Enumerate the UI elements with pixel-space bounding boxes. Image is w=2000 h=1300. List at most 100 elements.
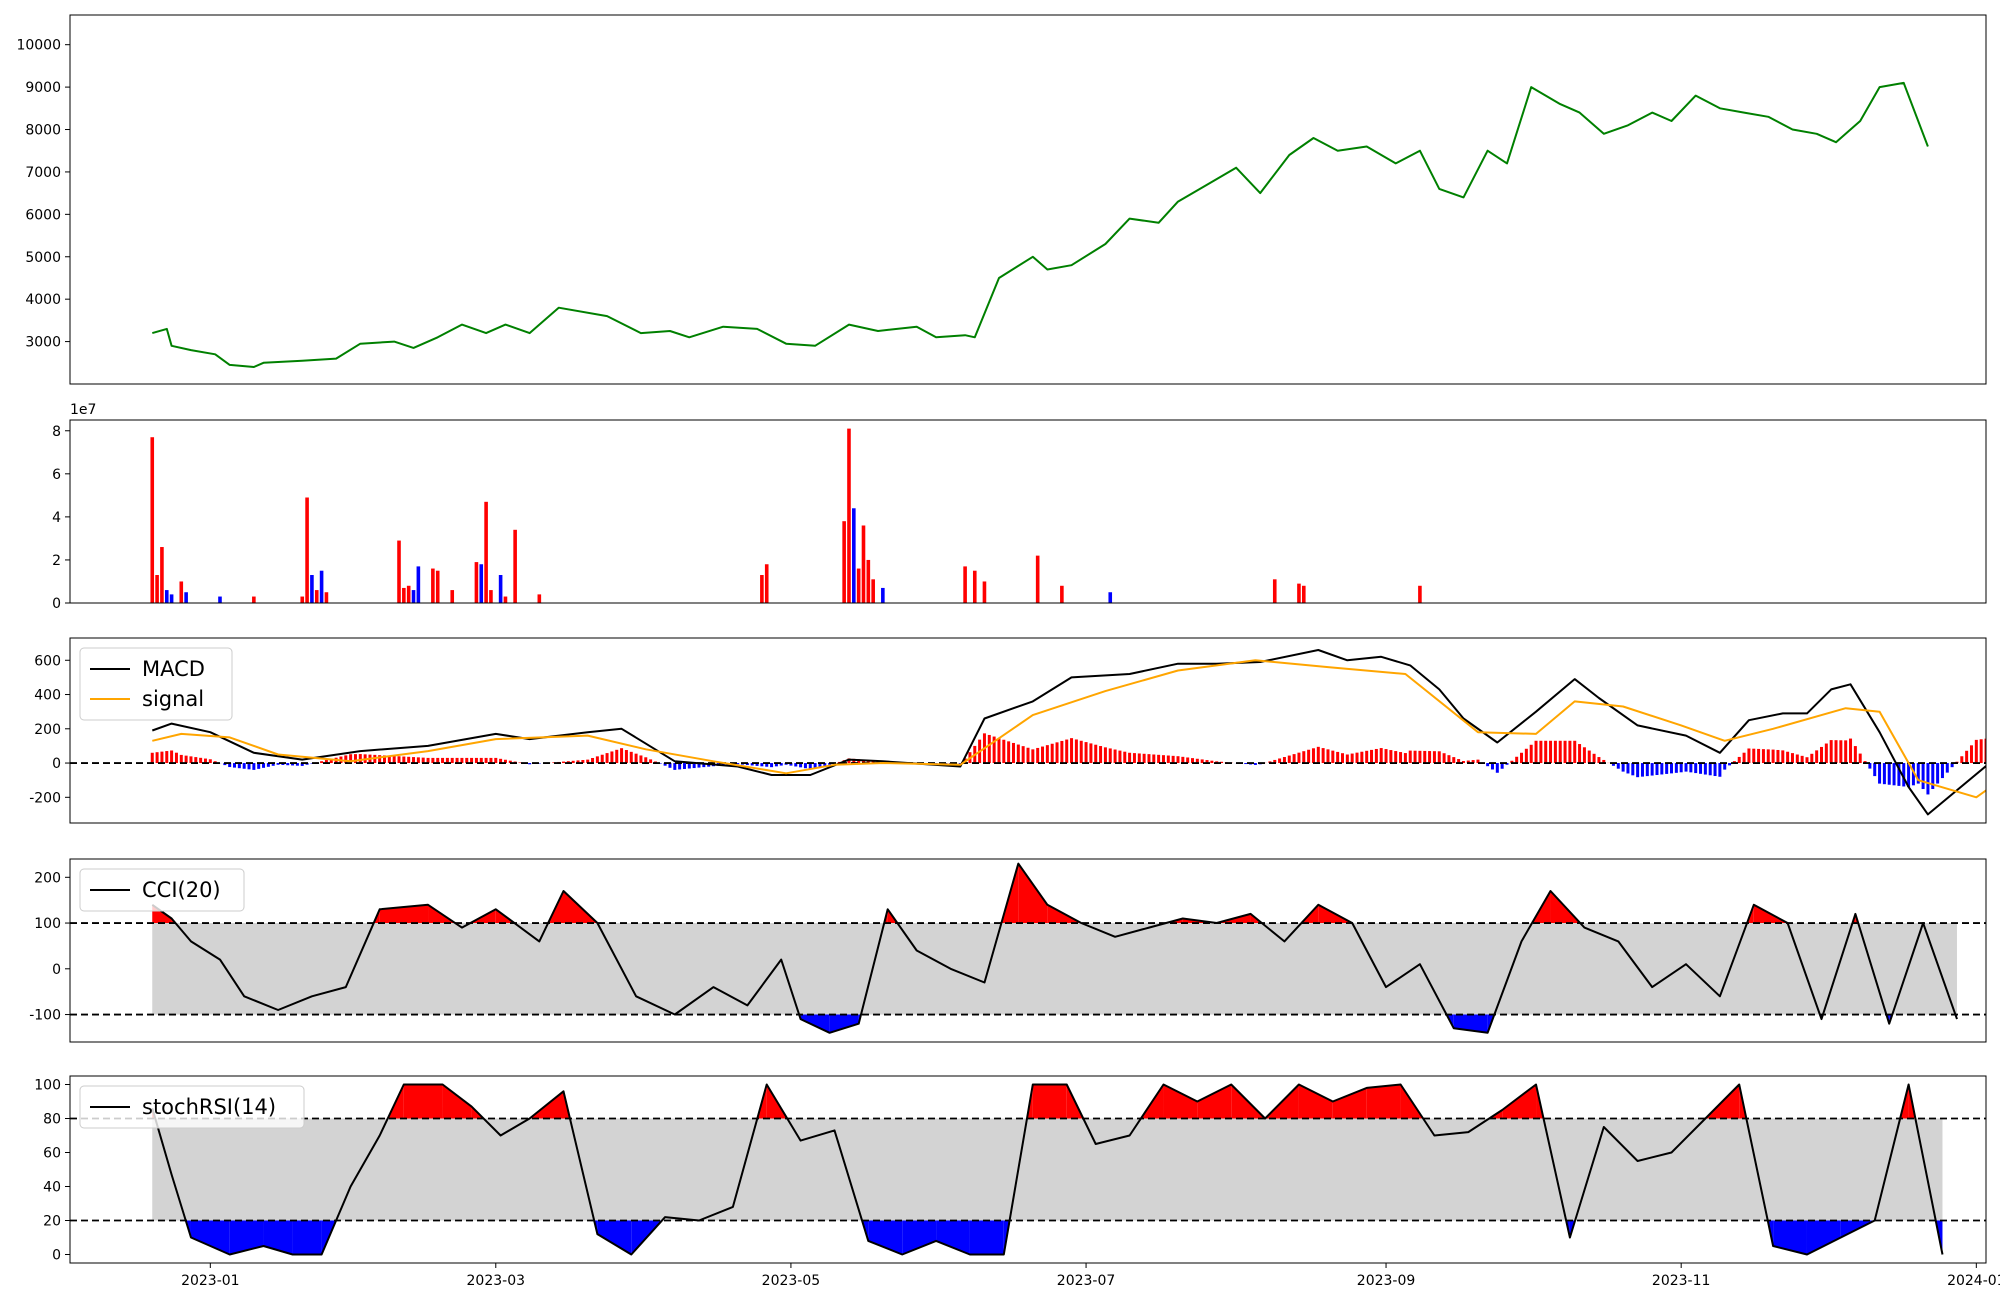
macd-histogram-bar xyxy=(1457,759,1461,764)
macd-histogram-bar xyxy=(1495,763,1499,773)
macd-histogram-bar xyxy=(1515,756,1519,764)
macd-histogram-bar xyxy=(1926,763,1930,795)
volume-bar xyxy=(324,592,329,603)
macd-histogram-bar xyxy=(745,763,749,766)
macd-histogram-bar xyxy=(1297,752,1301,764)
volume-bar xyxy=(155,575,159,603)
volume-bar xyxy=(852,508,856,603)
macd-histogram-bar xyxy=(1752,748,1756,764)
panels-layer: 300040005000600070008000900010000024681e… xyxy=(16,14,1987,1264)
macd-histogram-bar xyxy=(673,763,677,770)
macd-histogram-bar xyxy=(1974,739,1978,764)
macd-histogram-bar xyxy=(1694,763,1698,774)
macd-histogram-bar xyxy=(861,759,865,764)
macd-histogram-bar xyxy=(387,755,391,764)
volume-bar xyxy=(474,562,479,603)
macd-histogram-bar xyxy=(1084,742,1088,764)
macd-histogram-bar xyxy=(857,759,861,764)
stochrsi-overbought-fill xyxy=(1502,1084,1537,1119)
y-tick-label: 0 xyxy=(52,596,61,612)
macd-histogram-bar xyxy=(1631,763,1635,776)
macd-histogram-bar xyxy=(605,753,609,764)
stochrsi-oversold-fill xyxy=(969,1220,1004,1255)
macd-histogram-bar xyxy=(286,763,290,766)
macd-histogram-bar xyxy=(358,754,362,764)
macd-series-line xyxy=(152,659,1986,799)
macd-histogram-bar xyxy=(1699,763,1703,774)
macd-histogram-bar xyxy=(1079,740,1083,764)
macd-histogram-bar xyxy=(794,763,798,767)
macd-histogram-bar xyxy=(155,752,159,764)
y-tick-label: 3000 xyxy=(25,335,61,351)
macd-histogram-bar xyxy=(1592,753,1596,764)
macd-histogram-bar xyxy=(271,763,275,766)
macd-histogram-bar xyxy=(1781,750,1785,764)
macd-histogram-bar xyxy=(1036,747,1040,764)
macd-histogram-bar xyxy=(174,752,178,764)
macd-histogram-bar xyxy=(1670,763,1674,774)
macd-histogram-bar xyxy=(1205,760,1209,764)
macd-histogram-bar xyxy=(165,751,169,764)
macd-histogram-bar xyxy=(1200,759,1204,764)
volume-bar xyxy=(305,497,309,603)
macd-histogram-bar xyxy=(1379,748,1383,764)
macd-histogram-bar xyxy=(1950,763,1954,768)
legend-box xyxy=(79,647,233,721)
macd-histogram-bar xyxy=(1413,750,1417,764)
macd-histogram-bar xyxy=(508,760,512,764)
macd-histogram-bar xyxy=(233,763,237,768)
volume-bar xyxy=(963,566,967,603)
macd-histogram-bar xyxy=(1582,747,1586,764)
cci-overbought-fill xyxy=(379,904,429,924)
macd-histogram-bar xyxy=(1936,763,1940,784)
macd-histogram-bar xyxy=(1800,755,1804,764)
macd-histogram-bar xyxy=(1471,760,1475,764)
y-tick-label: 60 xyxy=(43,1146,61,1162)
macd-histogram-bar xyxy=(1868,763,1872,769)
y-tick-label: 100 xyxy=(34,916,61,932)
macd-legend: MACD signal xyxy=(79,647,233,721)
macd-histogram-bar xyxy=(320,761,324,764)
macd-histogram-bar xyxy=(1408,750,1412,764)
macd-histogram-bar xyxy=(1747,748,1751,764)
macd-histogram-bar xyxy=(571,760,575,764)
volume-offset-label: 1e7 xyxy=(70,402,96,418)
macd-histogram-bar xyxy=(1461,760,1465,764)
legend-box xyxy=(79,868,245,912)
macd-histogram-bar xyxy=(1873,763,1877,777)
volume-bar xyxy=(760,575,764,603)
macd-histogram-bar xyxy=(1703,763,1707,775)
macd-histogram-bar xyxy=(1984,738,1986,764)
macd-histogram-bar xyxy=(1452,757,1456,764)
y-tick-label: 5000 xyxy=(25,250,61,266)
macd-histogram-bar xyxy=(470,757,474,764)
macd-histogram-bar xyxy=(1568,740,1572,764)
volume-bar xyxy=(498,575,503,603)
macd-histogram-bar xyxy=(1161,755,1165,764)
macd-histogram-bar xyxy=(1626,763,1630,774)
macd-histogram-bar xyxy=(581,760,585,764)
macd-histogram-bar xyxy=(1621,763,1625,772)
macd-histogram-bar xyxy=(1520,752,1524,764)
cci-data xyxy=(70,862,1986,1034)
macd-histogram-bar xyxy=(1466,760,1470,764)
volume-bar xyxy=(1060,585,1064,603)
volume-bar xyxy=(866,559,871,603)
macd-histogram-bar xyxy=(1563,740,1567,764)
x-tick-label: 2023-07 xyxy=(1057,1273,1116,1289)
stochrsi-oversold-fill xyxy=(229,1220,264,1255)
macd-histogram-bar xyxy=(484,757,488,764)
macd-histogram-bar xyxy=(813,763,817,768)
macd-histogram-bar xyxy=(1587,750,1591,764)
macd-histogram-bar xyxy=(1510,760,1514,764)
macd-histogram-bar xyxy=(702,763,706,768)
x-axis: 2023-01 2023-03 2023-05 2023-07 2023-09 2023-… xyxy=(181,1263,2000,1289)
macd-histogram-bar xyxy=(803,763,807,769)
macd-histogram-bar xyxy=(1374,748,1378,764)
macd-histogram-bar xyxy=(1041,746,1045,764)
stochrsi-overbought-fill xyxy=(442,1084,472,1119)
macd-series-line xyxy=(151,649,1986,816)
stochrsi-overbought-fill xyxy=(403,1084,443,1119)
macd-histogram-bar xyxy=(455,757,459,764)
macd-histogram-bar xyxy=(1931,763,1935,789)
